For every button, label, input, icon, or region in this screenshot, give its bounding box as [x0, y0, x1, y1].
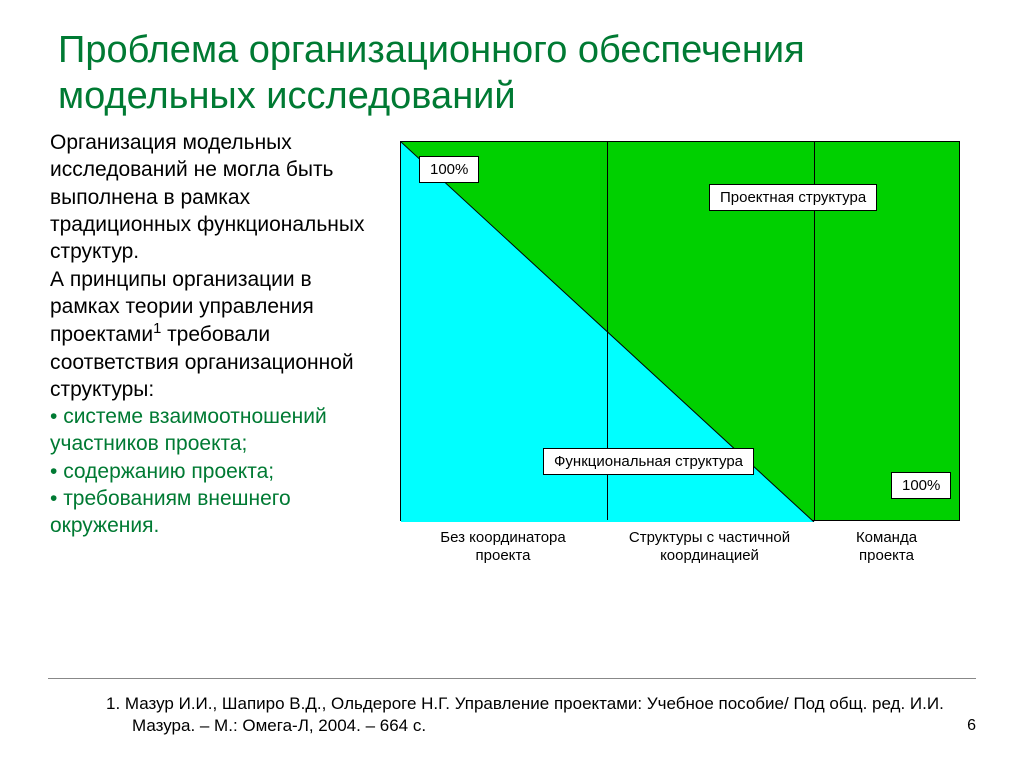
slide: Проблема организационного обеспечения мо… — [0, 0, 1024, 767]
x-axis-labels: Без координаторапроекта Структуры с част… — [400, 529, 960, 565]
label-100pct-top: 100% — [419, 156, 479, 183]
bullet-3: • требованиям внешнего окружения. — [50, 487, 291, 537]
bullet-1: • системе взаимоотношений участников про… — [50, 405, 327, 455]
content-row: Организация модельных исследований не мо… — [50, 129, 984, 539]
chart-box: 100% Проектная структура Функциональная … — [400, 141, 960, 521]
label-project-structure: Проектная структура — [709, 184, 877, 211]
bullet-3-text: требованиям внешнего окружения. — [50, 487, 291, 537]
body-text: Организация модельных исследований не мо… — [50, 129, 380, 539]
bullet-2-text: содержанию проекта; — [63, 460, 274, 483]
label-100pct-bottom: 100% — [891, 472, 951, 499]
footnote-divider — [48, 678, 976, 679]
xlabel-2-text: Структуры с частичнойкоординацией — [629, 529, 790, 564]
xlabel-3: Командапроекта — [813, 529, 960, 565]
xlabel-2: Структуры с частичнойкоординацией — [606, 529, 813, 565]
xlabel-1: Без координаторапроекта — [400, 529, 606, 565]
bullet-1-text: системе взаимоотношений участников проек… — [50, 405, 327, 455]
footnote: 1. Мазур И.И., Шапиро В.Д., Ольдероге Н.… — [80, 693, 950, 737]
bullet-2: • содержанию проекта; — [50, 460, 274, 483]
page-number: 6 — [967, 717, 976, 735]
superscript-ref: 1 — [153, 321, 161, 337]
footnote-text: 1. Мазур И.И., Шапиро В.Д., Ольдероге Н.… — [80, 693, 950, 737]
slide-title: Проблема организационного обеспечения мо… — [58, 28, 984, 119]
paragraph-1: Организация модельных исследований не мо… — [50, 131, 364, 263]
label-functional-structure: Функциональная структура — [543, 448, 754, 475]
xlabel-1-text: Без координаторапроекта — [440, 529, 565, 564]
xlabel-3-text: Командапроекта — [856, 529, 917, 564]
chart-area: 100% Проектная структура Функциональная … — [400, 141, 984, 539]
